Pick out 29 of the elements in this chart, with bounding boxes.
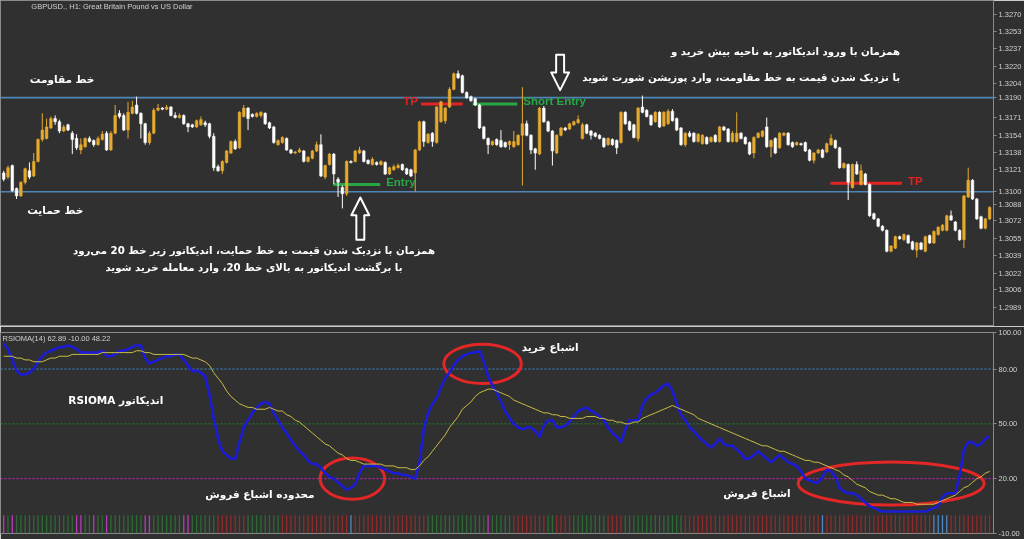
- candlestick: [752, 135, 756, 159]
- annotation: اشباع فروش: [723, 487, 791, 501]
- candlestick: [850, 163, 855, 190]
- candlestick: [520, 86, 524, 186]
- annotation: اشباع خرید: [521, 341, 579, 355]
- ref-line-label: TP: [908, 174, 924, 187]
- candlestick: [422, 120, 426, 148]
- candlestick: [576, 114, 580, 125]
- candlestick: [259, 110, 263, 119]
- candlestick: [105, 130, 109, 152]
- annotation: با برگشت اندیکاتور به بالای خط 20، وارد معامله خرید شوید: [105, 260, 403, 274]
- candlestick: [332, 152, 336, 185]
- candlestick: [336, 176, 340, 198]
- annotation: خط مقاومت: [29, 73, 95, 87]
- annotation: با نزدیک شدن قیمت به خط مقاومت، وارد پوزیشن شورت شوید: [582, 71, 901, 84]
- candlestick: [246, 106, 250, 131]
- annotation: اندیکاتور RSIOMA: [68, 394, 164, 408]
- annotation: همزمان با ورود اندیکاتور به ناحیه بیش خرید و: [669, 46, 901, 59]
- annotation: خط حمایت: [27, 204, 84, 217]
- candlestick: [126, 101, 130, 139]
- candlestick: [846, 163, 850, 201]
- candlestick: [765, 117, 769, 149]
- annotation: همزمان با نزدیک شدن قیمت به خط حمایت، اندیکاتور زیر خط 20 می‌رود: [72, 245, 436, 258]
- annotation: محدوده اشباع فروش: [205, 488, 315, 502]
- candlestick: [79, 137, 83, 155]
- candlestick: [769, 138, 773, 158]
- ref-line-label: TP: [403, 95, 419, 108]
- ref-line-label: Short Entry: [523, 95, 587, 108]
- candlestick: [499, 129, 503, 149]
